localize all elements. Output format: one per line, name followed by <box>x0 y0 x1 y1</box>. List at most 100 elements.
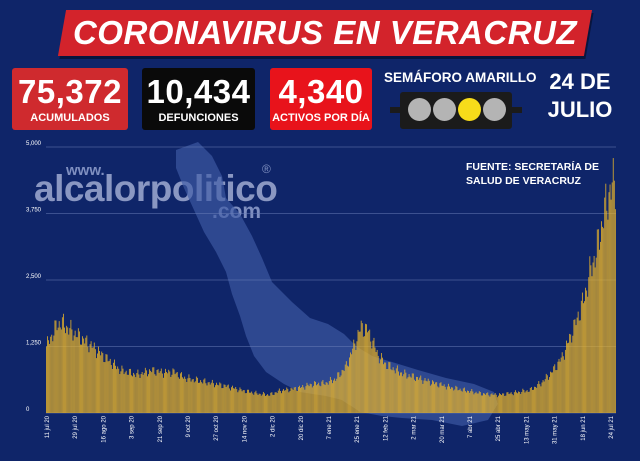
bar <box>416 376 417 413</box>
bar <box>601 221 602 413</box>
bar <box>528 391 530 413</box>
x-tick-label: 2 dic 20 <box>271 415 277 437</box>
bar <box>168 369 170 413</box>
bar <box>133 372 135 413</box>
bar <box>408 374 410 413</box>
bar <box>512 395 514 413</box>
bar <box>449 386 450 413</box>
bar <box>249 392 250 413</box>
bar <box>400 372 401 413</box>
bar <box>302 384 304 413</box>
bar <box>429 385 431 413</box>
bar <box>610 199 612 413</box>
bar <box>106 354 108 413</box>
bar <box>439 383 441 413</box>
bar <box>517 393 518 413</box>
bar <box>231 387 232 413</box>
bar <box>579 320 581 413</box>
bar <box>576 317 578 413</box>
bar <box>551 372 552 413</box>
bar <box>511 394 513 413</box>
bar <box>534 386 535 413</box>
bar <box>530 387 532 413</box>
bar <box>541 382 543 413</box>
bar <box>358 331 360 413</box>
bar <box>564 349 566 413</box>
bar <box>89 344 91 413</box>
semaforo-title: SEMÁFORO AMARILLO <box>384 70 537 85</box>
bar <box>55 320 57 413</box>
bar <box>423 380 425 413</box>
bar <box>392 367 394 413</box>
bar <box>270 392 272 413</box>
bar <box>577 311 579 413</box>
report-date: 24 DE JULIO <box>540 68 620 124</box>
bar <box>56 330 58 413</box>
bar <box>304 389 306 413</box>
bar <box>606 210 608 413</box>
bar <box>581 292 583 413</box>
bar <box>401 372 403 413</box>
bar <box>265 396 266 413</box>
bar <box>123 374 125 413</box>
bar <box>524 392 526 413</box>
bar <box>122 368 124 413</box>
bar <box>359 331 361 413</box>
bar <box>562 356 564 413</box>
bar <box>343 370 345 413</box>
bar <box>239 387 241 413</box>
bar <box>583 303 584 413</box>
bar <box>557 361 559 413</box>
source-line2: SALUD DE VERACRUZ <box>466 175 581 187</box>
bar <box>613 180 615 413</box>
bar <box>49 343 51 413</box>
bar <box>607 219 609 413</box>
bar <box>261 394 263 413</box>
bar <box>87 346 89 413</box>
bar <box>340 375 342 413</box>
bar <box>552 372 554 413</box>
bar <box>254 392 256 413</box>
watermark-www: www. <box>66 162 105 179</box>
bar <box>594 267 596 413</box>
bar <box>437 386 439 413</box>
bar <box>332 383 333 413</box>
bar <box>366 324 367 413</box>
bar <box>162 377 164 413</box>
bar <box>99 350 101 413</box>
bar <box>167 373 169 413</box>
x-tick-label: 12 feb 21 <box>383 415 389 441</box>
x-tick-label: 31 may 21 <box>553 415 559 444</box>
bar <box>232 385 233 413</box>
bar <box>342 370 344 413</box>
x-tick-label: 16 ago 20 <box>101 415 107 442</box>
bar <box>584 301 585 413</box>
bar <box>608 192 610 413</box>
bar <box>334 378 336 413</box>
bar <box>278 388 280 413</box>
bar <box>325 382 327 413</box>
bar <box>285 390 287 413</box>
bar <box>526 390 528 413</box>
bar <box>240 389 242 413</box>
bar <box>175 372 177 413</box>
bar <box>572 335 574 413</box>
bar <box>537 384 539 413</box>
bar <box>456 386 458 413</box>
bar <box>48 340 49 413</box>
bar <box>191 379 193 413</box>
x-tick-label: 14 nov 20 <box>242 415 248 442</box>
bar <box>349 357 350 413</box>
bar <box>309 383 311 413</box>
bar <box>274 392 276 413</box>
bar <box>388 362 390 413</box>
bar <box>188 374 190 413</box>
bar <box>74 330 76 413</box>
bar <box>567 343 568 413</box>
bar <box>145 370 147 413</box>
bar <box>383 364 384 413</box>
bar <box>344 364 346 413</box>
bar <box>53 335 55 413</box>
bar <box>177 377 179 413</box>
bar <box>372 340 374 413</box>
